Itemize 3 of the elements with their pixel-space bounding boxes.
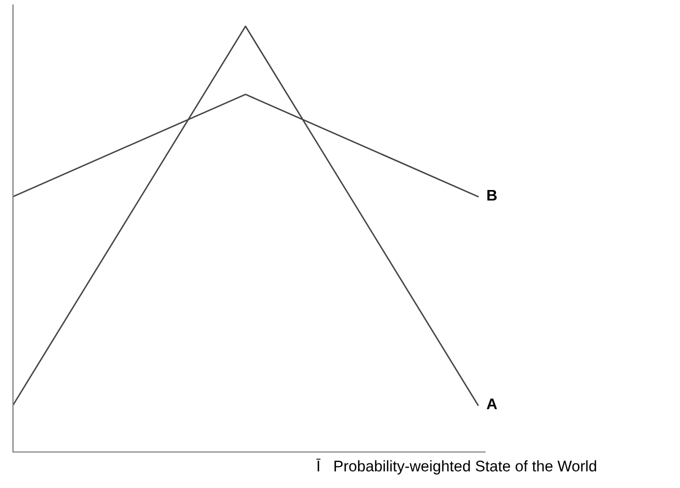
series-label: A xyxy=(486,398,497,410)
x-axis-title: Ī Probability-weighted State of the World xyxy=(316,458,596,474)
series-label: B xyxy=(487,190,497,201)
